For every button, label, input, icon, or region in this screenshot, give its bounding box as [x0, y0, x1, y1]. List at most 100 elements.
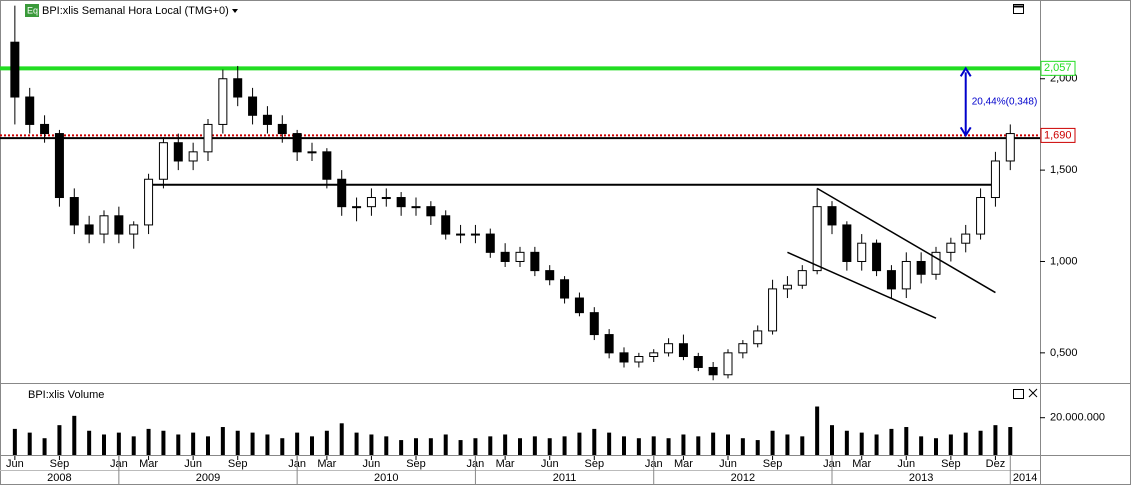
volume-bar [369, 434, 374, 455]
volume-bar [755, 440, 760, 455]
candle-body [40, 123, 50, 135]
candle-body [604, 334, 614, 354]
volume-bar [161, 430, 166, 455]
volume-bar [532, 436, 537, 455]
volume-bar [948, 434, 953, 455]
candle-body [352, 206, 362, 209]
candle-body [664, 343, 674, 354]
volume-bar [42, 438, 47, 455]
chart-title[interactable]: BPI:xlis Semanal Hora Local (TMG+0) [42, 5, 229, 17]
candle-body [84, 224, 94, 235]
dropdown-arrow[interactable] [232, 9, 238, 13]
volume-bar [12, 428, 17, 455]
trendline [787, 251, 937, 319]
volume-bar [399, 440, 404, 455]
volume-bar [934, 438, 938, 455]
volume-bar [265, 434, 270, 455]
candle-body [574, 297, 584, 314]
candle-body [916, 260, 926, 275]
candle-body [396, 197, 406, 208]
volume-bar [547, 438, 552, 455]
volume-bar [443, 434, 448, 455]
x-tick-label: Jun [719, 458, 737, 470]
candle-body [441, 215, 451, 235]
volume-bar [740, 438, 745, 455]
candle-body [545, 270, 555, 281]
x-tick-label: Sep [763, 458, 783, 470]
candle-body [768, 288, 778, 332]
candle-body [99, 215, 109, 235]
volume-bar [27, 432, 32, 455]
candle-body [248, 96, 258, 116]
candle-body [470, 233, 480, 236]
candle-body [188, 151, 198, 162]
maximize-button[interactable] [1013, 389, 1024, 399]
volume-bar [963, 432, 968, 455]
volume-title: BPI:xlis Volume [28, 389, 104, 401]
y-tick-label: 0,500 [1050, 347, 1078, 359]
x-tick-label: Mar [496, 458, 515, 470]
x-tick-label: Mar [139, 458, 158, 470]
volume-bar [636, 438, 641, 455]
volume-bar [250, 432, 255, 455]
year-label: 2014 [1013, 472, 1037, 484]
x-tick-label: Jun [897, 458, 915, 470]
candle-body [158, 142, 168, 180]
volume-bar [696, 436, 701, 455]
volume-bar [919, 436, 924, 455]
candle-body [500, 251, 510, 262]
volume-bar [324, 430, 329, 455]
volume-bar [146, 428, 151, 455]
volume-bar [131, 436, 136, 455]
year-label: 2009 [196, 472, 220, 484]
y-tick-label: 1,000 [1050, 255, 1078, 267]
volume-bar [815, 406, 820, 455]
volume-bar [844, 430, 849, 455]
candle-body [708, 366, 718, 376]
candle-body [723, 352, 733, 376]
volume-bar [726, 434, 730, 455]
volume-bar [206, 436, 210, 455]
close-button[interactable] [1028, 388, 1038, 398]
volume-bar [220, 427, 225, 455]
x-tick-label: Jun [363, 458, 381, 470]
candle-body [634, 356, 644, 363]
icon: Eq [27, 5, 38, 15]
volume-bar [711, 432, 716, 455]
volume-bar [488, 436, 493, 455]
candle-body [619, 352, 629, 363]
volume-bar [458, 440, 463, 455]
x-tick-label: Sep [50, 458, 70, 470]
maximize-button[interactable] [1013, 4, 1024, 14]
volume-bar [473, 438, 478, 455]
candle-body [218, 78, 228, 125]
x-tick-label: Sep [584, 458, 604, 470]
x-tick-label: Mar [674, 458, 693, 470]
volume-bar [800, 436, 805, 455]
candle-body [901, 260, 911, 290]
candle-body [426, 206, 436, 217]
candle-body [1005, 133, 1015, 162]
candle-body [337, 178, 347, 208]
candle-body [678, 343, 688, 358]
volume-bar [1008, 427, 1013, 455]
x-tick-label: Jun [184, 458, 202, 470]
measure-label: 20,44%(0,348) [972, 97, 1038, 108]
level-tag [1040, 60, 1076, 76]
x-tick-label: Sep [941, 458, 961, 470]
candle-body [738, 343, 748, 354]
candle-body [931, 251, 941, 275]
volume-bar [87, 430, 92, 455]
candle-body [381, 197, 391, 200]
candle-body [990, 160, 1000, 199]
volume-bar [176, 434, 181, 455]
candle-body [693, 356, 703, 368]
candle-body [753, 330, 763, 345]
volume-bar [102, 434, 106, 455]
year-label: 2010 [374, 472, 398, 484]
candle-body [144, 178, 154, 226]
candle-body [173, 142, 183, 162]
volume-bar [592, 428, 597, 455]
